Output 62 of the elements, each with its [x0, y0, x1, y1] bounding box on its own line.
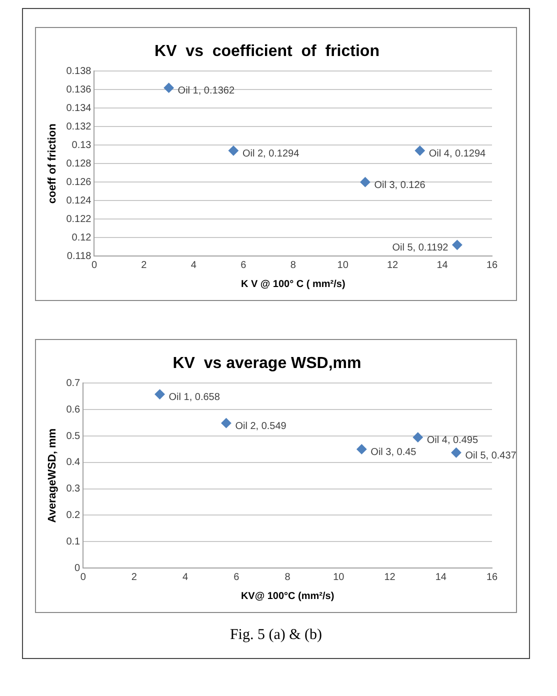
data-label: Oil 2, 0.1294 — [242, 148, 300, 160]
point — [451, 448, 462, 458]
point — [228, 146, 238, 156]
x-tick-label: 2 — [131, 572, 138, 583]
y-tick-label: 0.13 — [72, 140, 92, 151]
data-label: Oil 4, 0.1294 — [428, 148, 486, 160]
x-tick-label: 12 — [386, 260, 399, 271]
x-axis-title: KV@ 100°C (mm²/s) — [240, 590, 334, 602]
y-tick-label: 0.6 — [66, 404, 81, 416]
x-tick-label: 16 — [486, 260, 498, 271]
y-axis-title: coeff of friction — [46, 123, 59, 204]
data-label: Oil 3, 0.45 — [370, 446, 417, 458]
y-tick-label: 0 — [74, 562, 81, 574]
data-label: Oil 3, 0.126 — [374, 180, 426, 191]
point — [154, 389, 165, 400]
x-tick-label: 6 — [234, 572, 240, 583]
y-tick-label: 0.4 — [66, 457, 81, 468]
y-tick-label: 0.138 — [66, 66, 92, 77]
point — [164, 82, 174, 93]
y-tick-label: 0.124 — [66, 195, 92, 206]
x-tick-label: 14 — [436, 260, 448, 271]
x-tick-label: 4 — [190, 260, 197, 271]
point — [412, 432, 423, 442]
data-label: Oil 5, 0.1192 — [392, 242, 449, 254]
y-tick-label: 0.12 — [72, 232, 92, 244]
y-axis-title: AverageWSD, mm — [46, 428, 59, 523]
data-label: Oil 5, 0.437 — [465, 450, 517, 462]
chart-title: KV vs average WSD,mm — [172, 355, 362, 372]
x-tick-label: 12 — [384, 572, 396, 583]
point — [221, 418, 232, 428]
data-label: Oil 1, 0.658 — [168, 392, 220, 404]
x-tick-label: 14 — [435, 572, 447, 583]
chart-title: KV vs coefficient of friction — [154, 43, 380, 60]
x-tick-label: 6 — [240, 260, 247, 271]
y-tick-label: 0.118 — [66, 250, 92, 262]
caption: Fig. 5 (a) & (b) — [228, 627, 324, 644]
x-tick-label: 16 — [486, 572, 498, 583]
y-tick-label: 0.5 — [66, 430, 81, 442]
point — [414, 146, 425, 156]
y-tick-label: 0.132 — [66, 121, 92, 132]
point — [360, 177, 370, 188]
x-axis-title: K V @ 100° C ( mm²/s) — [240, 278, 346, 290]
y-tick-label: 0.122 — [66, 214, 92, 225]
x-tick-label: 4 — [182, 572, 189, 583]
data-label: Oil 2, 0.549 — [235, 420, 287, 432]
point — [452, 240, 462, 250]
y-tick-label: 0.3 — [66, 484, 81, 495]
y-tick-label: 0.128 — [66, 158, 92, 170]
y-tick-label: 0.7 — [66, 378, 81, 389]
data-label: Oil 4, 0.495 — [426, 435, 478, 446]
y-tick-label: 0.2 — [66, 510, 81, 521]
x-tick-label: 2 — [141, 260, 148, 271]
data-label: Oil 1, 0.1362 — [178, 86, 235, 97]
x-tick-label: 10 — [337, 260, 349, 271]
point — [356, 444, 367, 454]
y-tick-label: 0.134 — [66, 102, 92, 114]
x-tick-label: 8 — [290, 260, 296, 271]
y-tick-label: 0.136 — [66, 84, 92, 96]
x-tick-label: 8 — [284, 572, 291, 583]
y-tick-label: 0.126 — [66, 176, 92, 188]
y-tick-label: 0.1 — [66, 536, 81, 548]
x-tick-label: 10 — [333, 572, 345, 583]
